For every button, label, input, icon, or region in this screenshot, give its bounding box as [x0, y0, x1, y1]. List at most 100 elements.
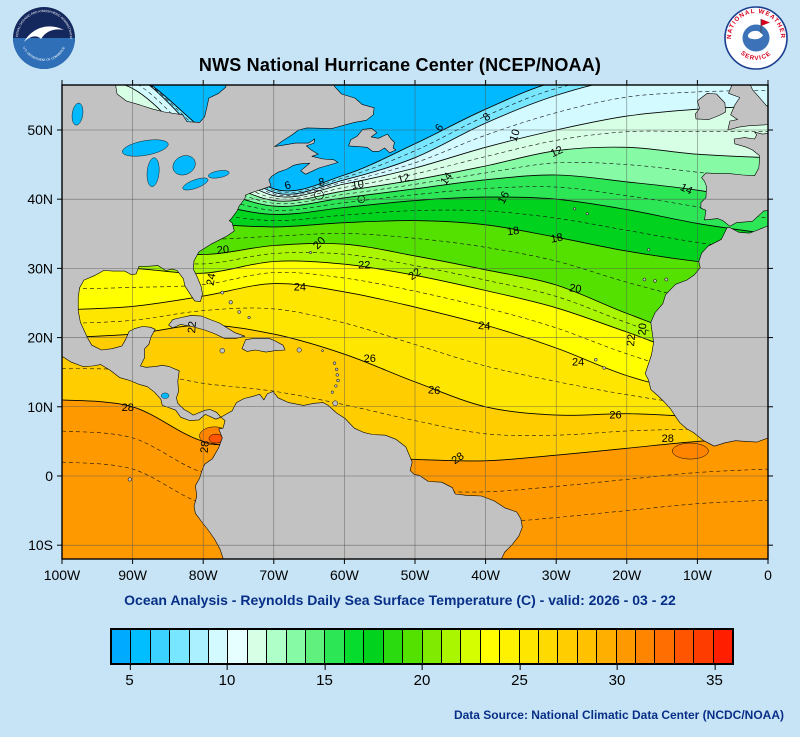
lon-label: 0	[764, 567, 772, 583]
colorbar-cell	[519, 630, 539, 663]
colorbar-cell	[441, 630, 462, 663]
colorbar	[110, 628, 734, 665]
colorbar-cell	[306, 630, 326, 663]
island	[332, 361, 337, 365]
island	[664, 277, 669, 282]
data-source: Data Source: National Climatic Data Cent…	[453, 708, 784, 722]
island	[334, 384, 338, 388]
colorbar-cell	[694, 630, 714, 663]
contour-label: 8	[481, 111, 493, 124]
lake	[160, 392, 170, 399]
contour-label: 18	[506, 225, 520, 239]
lat-label: 40N	[27, 191, 53, 207]
island	[127, 477, 132, 482]
landmass-hispaniola	[241, 338, 286, 353]
contour-label: 22	[186, 321, 199, 334]
island	[321, 349, 324, 352]
island	[573, 207, 577, 211]
page-title: NWS National Hurricane Center (NCEP/NOAA…	[198, 55, 602, 75]
colorbar-cell	[247, 630, 268, 663]
colorbar-ticks: 5 10 15 20 25 30 35	[110, 665, 734, 690]
contour-label: 14	[678, 181, 694, 197]
contour-label: 26	[427, 384, 440, 397]
colorbar-cell	[538, 630, 559, 663]
landmass-ireland	[695, 93, 726, 120]
colorbar-cell	[655, 630, 675, 663]
island	[247, 315, 251, 320]
contour-label: 16	[496, 190, 512, 206]
landmass-iberia-france	[700, 131, 768, 227]
noaa-logo: NATIONAL OCEANIC AND ATMOSPHERIC ADMINIS…	[12, 6, 75, 69]
island	[309, 251, 312, 254]
landmass-north-america	[62, 85, 375, 421]
contour-label: 26	[609, 410, 621, 422]
landmass-britain	[727, 85, 768, 131]
contour-label: 24	[205, 272, 219, 286]
colorbar-cell	[616, 630, 636, 663]
colorbar-cell	[170, 630, 190, 663]
lake	[71, 102, 84, 126]
nws-logo: NATIONAL WEATHER SERVICE	[724, 6, 788, 70]
contour-label: 22	[358, 260, 370, 272]
island	[330, 390, 334, 394]
island	[336, 378, 340, 383]
contour-label: 22	[625, 334, 638, 347]
contour-label: 10	[351, 178, 365, 192]
contour-label: 20	[216, 244, 229, 257]
contour-label: 14	[438, 171, 455, 188]
lake	[182, 177, 209, 191]
lake	[208, 170, 230, 179]
contour-label: 20	[636, 323, 649, 336]
colorbar-tick-label: 30	[608, 665, 626, 689]
lat-label: 20N	[27, 330, 53, 346]
lon-label: 90W	[118, 567, 148, 583]
island	[585, 212, 589, 216]
colorbar-tick-label: 10	[218, 665, 236, 689]
contour-label: 12	[396, 172, 411, 187]
colorbar-tick-label: 35	[706, 665, 723, 689]
island	[653, 279, 657, 283]
contour-label: 24	[294, 282, 306, 294]
contour-label: 26	[364, 353, 376, 365]
island	[220, 290, 225, 295]
colorbar-cell	[674, 630, 695, 663]
contour-label: 20	[568, 282, 582, 296]
landmass-newfoundland	[348, 128, 397, 154]
contour-label: 28	[122, 402, 134, 414]
contour-label: 12	[549, 144, 565, 160]
colorbar-tick-label: 5	[125, 665, 134, 689]
contour-label: 22	[406, 266, 423, 283]
colorbar-cell	[403, 630, 423, 663]
island	[332, 400, 338, 407]
colorbar-cell	[383, 630, 404, 663]
island	[228, 300, 233, 305]
lon-label: 40W	[471, 567, 501, 583]
lon-label: 10W	[683, 567, 713, 583]
gulf-stream-eddy	[314, 190, 324, 200]
colorbar-cell	[325, 630, 345, 663]
lake	[146, 157, 160, 187]
contour-dashed	[62, 143, 768, 205]
colorbar-cell	[480, 630, 501, 663]
colorbar-cell	[228, 630, 248, 663]
island	[237, 310, 241, 314]
colorbar-cell	[267, 630, 287, 663]
landmass-south-america	[193, 391, 523, 559]
contour-dashed	[62, 272, 768, 382]
island	[334, 367, 339, 372]
colorbar-cell	[364, 630, 384, 663]
colorbar-tick-label: 15	[316, 665, 333, 689]
colorbar-cell	[577, 630, 598, 663]
colorbar-tick-label: 20	[413, 665, 431, 689]
colorbar-cell	[131, 630, 151, 663]
colorbar-cell	[635, 630, 656, 663]
island	[593, 357, 598, 362]
lon-label: 30W	[542, 567, 572, 583]
colorbar-cell	[344, 630, 365, 663]
contour-label: 24	[572, 356, 584, 368]
noaa-seal-sea	[13, 38, 75, 69]
lon-label: 20W	[612, 567, 642, 583]
landmass-cuba	[168, 315, 246, 339]
